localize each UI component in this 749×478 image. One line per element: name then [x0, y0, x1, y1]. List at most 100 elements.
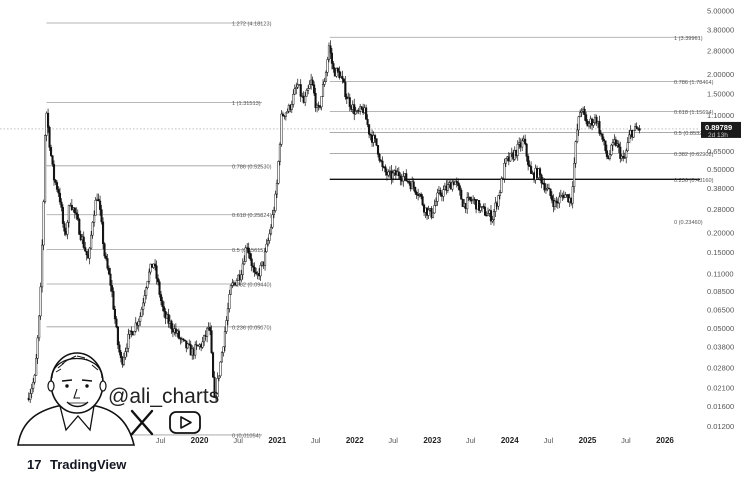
candle-down	[210, 330, 213, 353]
candle-down	[119, 351, 122, 359]
candle-up	[625, 150, 628, 158]
candle-down	[638, 128, 641, 131]
candle-up	[206, 327, 209, 337]
candle-up	[402, 176, 405, 182]
candle-up	[293, 88, 296, 95]
candle-down	[63, 223, 66, 232]
candle-down	[58, 192, 62, 203]
candle-up	[259, 265, 262, 277]
fib-level-label: 0.382 (0.62902)	[674, 152, 714, 158]
candle-up	[274, 193, 277, 211]
candle-up	[623, 157, 626, 159]
candle-up	[275, 182, 278, 195]
candle-up	[220, 352, 224, 363]
tradingview-wordmark: TradingView	[50, 457, 127, 472]
candle-up	[241, 263, 244, 275]
candle-up	[125, 347, 128, 352]
candle-up	[436, 192, 439, 202]
candle-down	[311, 79, 314, 85]
candle-down	[170, 320, 173, 330]
candle-down	[314, 92, 317, 109]
candle-up	[451, 181, 454, 190]
candle-down	[458, 185, 461, 191]
x-tick-label: Jul	[311, 436, 321, 445]
candle-down	[550, 195, 553, 201]
candle-down	[408, 181, 411, 184]
candle-up	[431, 212, 435, 218]
fib-level-label: 0.618 (1.15694)	[674, 110, 714, 116]
candle-up	[564, 194, 567, 198]
candle-down	[54, 179, 57, 183]
candle-up	[124, 351, 127, 358]
candle-down	[182, 338, 185, 341]
candle-down	[250, 258, 253, 267]
candle-up	[354, 111, 357, 115]
candle-up	[391, 172, 394, 179]
candle-up	[240, 274, 243, 281]
candle-up	[217, 375, 221, 379]
candle-down	[399, 175, 402, 180]
candle-down	[313, 84, 316, 94]
candle-down	[439, 189, 442, 196]
candle-up	[500, 178, 503, 193]
candle-up	[271, 214, 274, 228]
candle-down	[549, 188, 552, 196]
candle-down	[540, 174, 543, 184]
candle-down	[527, 156, 530, 166]
candle-up	[269, 226, 273, 235]
fib-level-label: 0.618 (0.25824)	[232, 213, 272, 219]
candle-down	[167, 314, 170, 324]
candle-up	[610, 144, 613, 155]
youtube-icon[interactable]	[169, 411, 201, 434]
y-tick-label: 5.00000	[707, 7, 734, 16]
candle-down	[281, 113, 284, 116]
candle-down	[247, 247, 250, 254]
candle-down	[156, 278, 160, 283]
candle-down	[585, 114, 588, 122]
candle-down	[52, 164, 56, 181]
y-tick-label: 0.06500	[707, 306, 734, 315]
candle-down	[543, 182, 546, 191]
candle-up	[611, 142, 614, 146]
candle-up	[280, 113, 283, 145]
candle-down	[100, 209, 103, 223]
candle-down	[183, 339, 186, 342]
candle-up	[94, 200, 97, 216]
y-tick-label: 0.11000	[707, 269, 734, 278]
candle-down	[415, 191, 418, 196]
candle-up	[222, 346, 225, 353]
candle-up	[148, 271, 151, 282]
candle-up	[323, 81, 326, 85]
candle-up	[516, 144, 519, 156]
candle-down	[595, 116, 598, 124]
candle-down	[590, 118, 594, 126]
candle-down	[155, 265, 158, 279]
candle-up	[225, 320, 228, 332]
candle-down	[421, 196, 424, 206]
x-social-icon[interactable]	[130, 409, 154, 436]
x-tick-label: Jul	[466, 436, 476, 445]
last-price-value: 0.89789	[705, 123, 732, 132]
price-axis[interactable]: 5.00000 3.80000 2.80000 2.00000 1.50000 1.100…	[707, 7, 734, 431]
candle-up	[577, 116, 580, 131]
candle-up	[544, 188, 548, 191]
candle-up	[149, 263, 152, 273]
fib-level-label: 1 (3.39961)	[674, 36, 703, 42]
candle-down	[336, 68, 339, 72]
candle-down	[109, 273, 112, 286]
candle-up	[134, 322, 137, 332]
candle-up	[304, 96, 307, 103]
candle-up	[146, 281, 149, 288]
fib-level-label: 0 (0.01054)	[232, 433, 261, 439]
candle-down	[55, 182, 59, 190]
fib-levels: 1.272 (4.18123) 1 (1.31513) 0.786 (0.52530…	[0, 22, 714, 439]
candle-down	[617, 143, 620, 148]
candle-down	[154, 263, 157, 266]
candle-down	[375, 138, 378, 146]
fib-level-label: 1 (1.31513)	[232, 101, 261, 107]
candle-down	[373, 135, 377, 139]
tradingview-logo-icon[interactable]: 17 TradingView	[27, 457, 127, 472]
candle-up	[39, 286, 42, 317]
